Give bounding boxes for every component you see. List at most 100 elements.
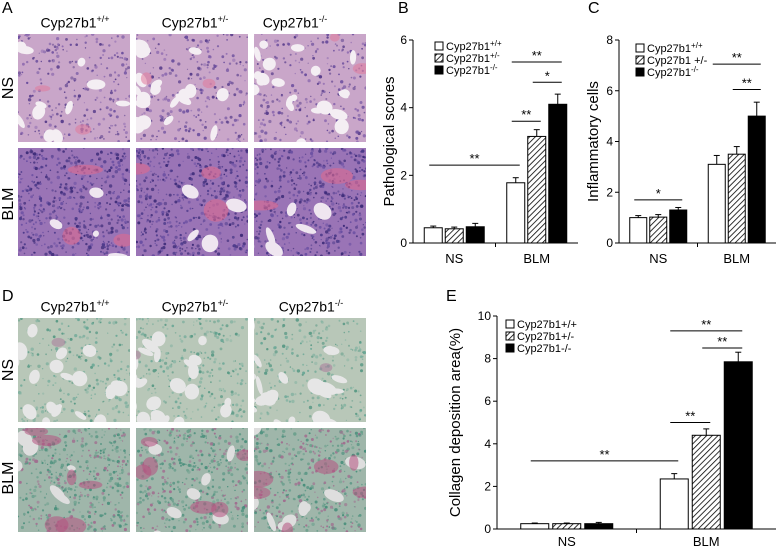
- column-label-genotype: -/-: [318, 14, 328, 24]
- bar: [691, 434, 721, 530]
- y-tick-label: 2: [484, 479, 491, 493]
- bar: [723, 361, 753, 530]
- significance-marker: **: [599, 447, 609, 462]
- column-label: Cyp27b1+/-: [125, 14, 265, 31]
- row-label-blm: BLM: [0, 187, 17, 221]
- column-label-genotype: +/+: [96, 298, 110, 308]
- legend-entry-genotype: +/+: [490, 39, 502, 48]
- legend-entry-base: Cyp27b1: [446, 65, 490, 77]
- legend-entry: Cyp27b1+/+: [517, 319, 577, 331]
- legend-entry-base: Cyp27b1: [446, 41, 490, 53]
- y-tick-label: 4: [484, 437, 491, 451]
- y-tick-label: 0: [606, 236, 613, 250]
- micrograph-image: [136, 428, 248, 532]
- significance-marker: **: [532, 48, 542, 63]
- legend-entry: Cyp27b1+/+: [647, 41, 703, 55]
- x-category-label: NS: [445, 251, 463, 266]
- micrograph-image: [136, 34, 248, 142]
- y-tick-label: 4: [400, 101, 407, 115]
- bar: [747, 115, 766, 244]
- micrograph-image: [254, 318, 366, 422]
- bar: [423, 227, 443, 244]
- row-label-ns: NS: [0, 76, 17, 100]
- micrograph-image: [136, 148, 248, 256]
- bar: [520, 523, 550, 530]
- column-label-genotype: +/+: [96, 14, 110, 24]
- bar: [465, 226, 485, 244]
- legend-entry: Cyp27b1 +/-: [647, 55, 708, 67]
- legend-entry: Cyp27b1-/-: [446, 63, 498, 77]
- micrograph-image: [18, 148, 130, 256]
- y-axis-label: Inflammatory cells: [585, 81, 602, 202]
- panel-letter-a: A: [2, 0, 13, 17]
- legend-entry-genotype: +/-: [490, 51, 500, 60]
- legend-swatch: [635, 55, 645, 65]
- micrograph-image: [254, 34, 366, 142]
- column-label-base: Cyp27b1: [40, 298, 97, 315]
- x-category-label: BLM: [693, 534, 720, 549]
- y-tick-label: 4: [606, 135, 613, 149]
- panel-letter-d: D: [2, 288, 14, 305]
- significance-marker: **: [469, 151, 479, 166]
- bar: [584, 523, 614, 530]
- micrograph-image: [254, 428, 366, 532]
- column-label-base: Cyp27b1: [161, 298, 218, 315]
- x-category-label: NS: [558, 534, 576, 549]
- column-label-genotype: +/-: [217, 14, 229, 24]
- bar: [506, 182, 526, 244]
- significance-marker: **: [521, 107, 531, 122]
- legend-swatch: [635, 67, 645, 77]
- chart-e: 0 2 4 6 8 10 Collagen deposition area(%) NS BLM *…: [447, 309, 776, 549]
- legend-entry-base: Cyp27b1 +/-: [647, 55, 708, 67]
- bar: [659, 478, 689, 530]
- x-category-label: BLM: [723, 251, 750, 266]
- bar: [444, 228, 464, 244]
- legend-entry-base: Cyp27b1: [647, 43, 691, 55]
- micrograph-image: [254, 148, 366, 256]
- column-label-genotype: +/-: [217, 298, 229, 308]
- legend-swatch: [434, 41, 444, 51]
- x-category-label: NS: [649, 251, 667, 266]
- y-tick-label: 6: [484, 394, 491, 408]
- column-label-base: Cyp27b1: [161, 14, 218, 31]
- column-label-genotype: -/-: [334, 298, 344, 308]
- legend-entry-genotype: -/-: [490, 63, 498, 72]
- legend-entry-genotype: -/-: [691, 65, 699, 74]
- legend-entry-base: Cyp27b1: [446, 53, 490, 65]
- x-category-label: BLM: [523, 251, 550, 266]
- legend-swatch: [505, 331, 515, 341]
- y-tick-label: 2: [606, 185, 613, 199]
- bar: [707, 163, 726, 244]
- column-label: Cyp27b1+/-: [122, 298, 268, 315]
- legend-entry-genotype: +/+: [691, 41, 703, 50]
- legend-swatch: [505, 319, 515, 329]
- micrograph-image: [136, 318, 248, 422]
- bar: [649, 216, 668, 244]
- panel-letter-e: E: [446, 288, 457, 305]
- legend-entry-base: Cyp27b1-/-: [517, 343, 572, 355]
- legend-entry: Cyp27b1-/-: [647, 65, 699, 79]
- bar: [727, 153, 746, 244]
- bar: [669, 209, 688, 244]
- legend-swatch: [505, 343, 515, 353]
- significance-marker: *: [656, 186, 661, 201]
- legend-entry: Cyp27b1+/-: [446, 51, 500, 65]
- y-tick-label: 8: [484, 352, 491, 366]
- row-label-ns: NS: [0, 358, 17, 382]
- significance-marker: **: [742, 75, 752, 90]
- column-label-base: Cyp27b1: [40, 14, 97, 31]
- legend-entry: Cyp27b1-/-: [517, 343, 572, 355]
- y-axis-label: Collagen deposition area(%): [447, 328, 464, 517]
- row-label-blm: BLM: [0, 461, 17, 495]
- micrograph-image: [18, 318, 130, 422]
- legend-entry: Cyp27b1+/-: [517, 331, 575, 343]
- column-label: Cyp27b1-/-: [225, 14, 365, 31]
- y-tick-label: 2: [400, 168, 407, 182]
- significance-marker: **: [685, 409, 695, 424]
- significance-marker: **: [701, 317, 711, 332]
- y-axis-label: Pathological scores: [381, 76, 398, 206]
- column-label-base: Cyp27b1: [278, 298, 335, 315]
- column-label-base: Cyp27b1: [262, 14, 319, 31]
